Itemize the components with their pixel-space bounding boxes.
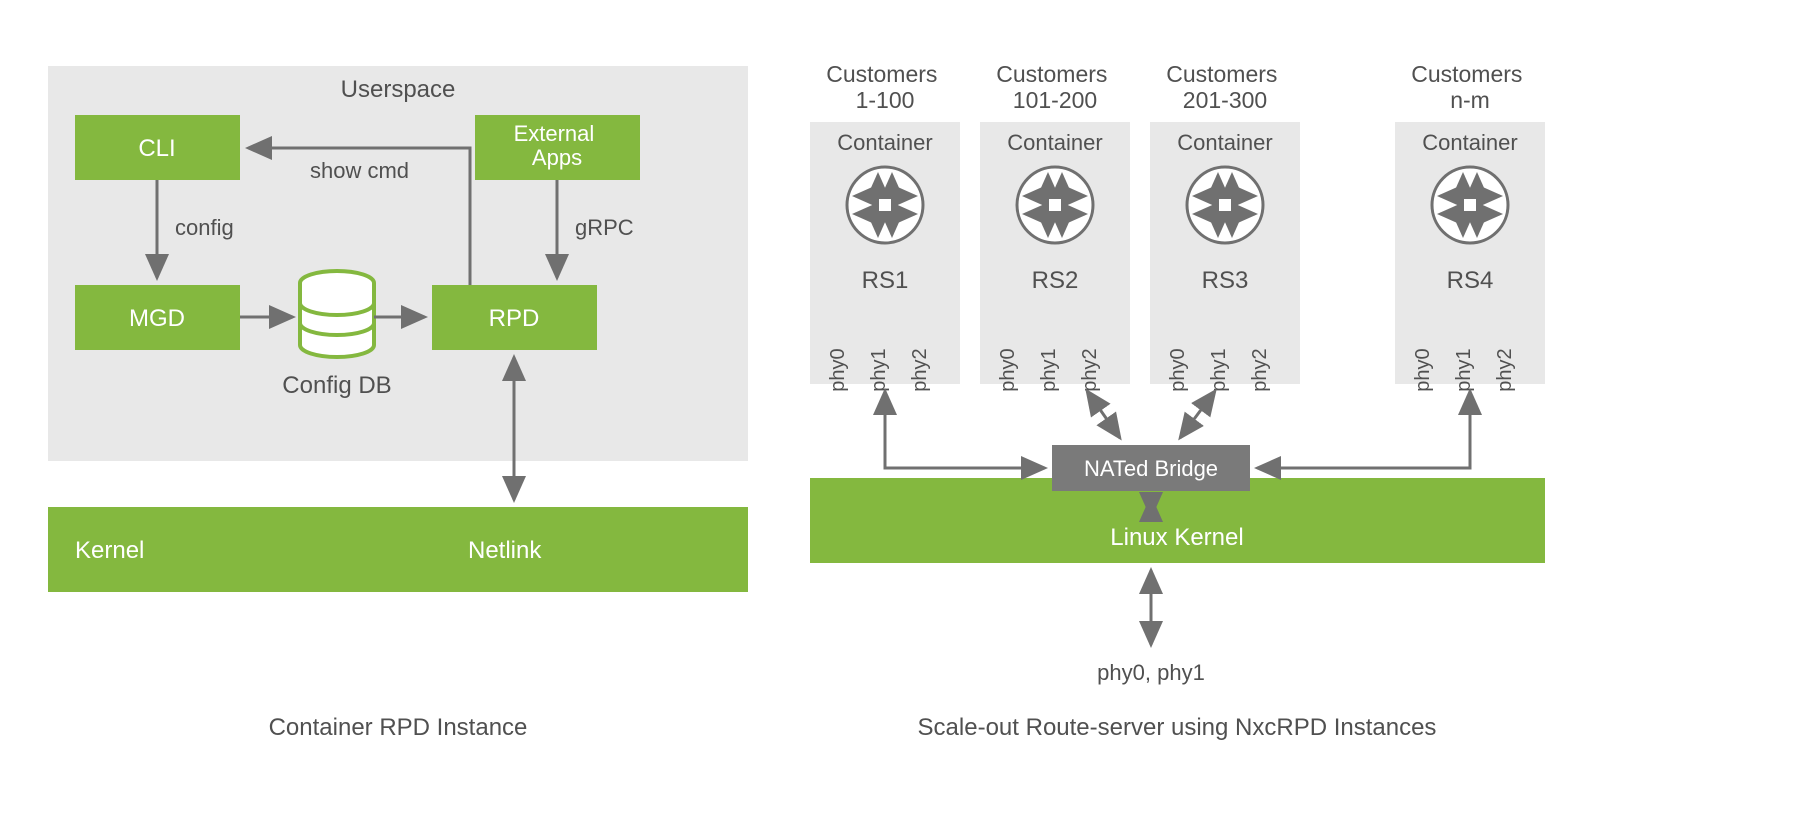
container-3: Customers 201-300 Container RS3 phy0 phy… — [1150, 61, 1300, 392]
arrow-c3-nated — [1180, 391, 1215, 438]
arrow-c4-nated — [1257, 391, 1470, 468]
netlink-label: Netlink — [468, 537, 542, 564]
svg-text:phy1: phy1 — [1038, 348, 1060, 391]
linux-kernel-label: Linux Kernel — [1110, 524, 1243, 551]
svg-text:phy0: phy0 — [827, 348, 849, 391]
svg-text:phy0: phy0 — [1167, 348, 1189, 391]
router-icon — [1187, 167, 1263, 243]
rpd-label: RPD — [489, 305, 540, 332]
router-icon — [1017, 167, 1093, 243]
svg-text:Container: Container — [1177, 130, 1272, 155]
svg-text:phy2: phy2 — [1494, 348, 1516, 391]
left-diagram: Userspace CLI External Apps MGD RPD Conf… — [48, 66, 748, 741]
showcmd-label: show cmd — [310, 158, 409, 183]
container-2: Customers 101-200 Container RS2 phy0 phy… — [980, 61, 1130, 392]
svg-text:RS1: RS1 — [862, 267, 909, 294]
svg-text:RS4: RS4 — [1447, 267, 1494, 294]
config-db-icon — [300, 271, 374, 357]
svg-text:Container: Container — [837, 130, 932, 155]
kernel-label: Kernel — [75, 537, 144, 564]
router-icon — [847, 167, 923, 243]
arrow-c2-nated — [1087, 391, 1120, 438]
container-4: Customers n-m Container RS4 phy0 phy1 ph… — [1395, 61, 1545, 392]
arrow-c1-nated — [885, 391, 1045, 468]
svg-text:Customers 201-300: Customers 201-300 — [1166, 61, 1284, 113]
mgd-label: MGD — [129, 305, 185, 332]
nated-bridge-label: NATed Bridge — [1084, 456, 1218, 481]
svg-text:phy1: phy1 — [1208, 348, 1230, 391]
svg-text:phy2: phy2 — [909, 348, 931, 391]
router-icon — [1432, 167, 1508, 243]
svg-text:phy0: phy0 — [1412, 348, 1434, 391]
svg-text:RS2: RS2 — [1032, 267, 1079, 294]
svg-text:Customers n-m: Customers n-m — [1411, 61, 1529, 113]
grpc-label: gRPC — [575, 215, 634, 240]
right-diagram: Linux Kernel Customers 1-100 Container R… — [810, 61, 1545, 741]
svg-text:Customers 101-200: Customers 101-200 — [996, 61, 1114, 113]
container-1: Customers 1-100 Container RS1 phy0 phy1 … — [810, 61, 960, 392]
svg-text:Container: Container — [1007, 130, 1102, 155]
svg-text:phy2: phy2 — [1079, 348, 1101, 391]
left-caption: Container RPD Instance — [269, 714, 528, 741]
svg-text:phy1: phy1 — [1453, 348, 1475, 391]
right-caption: Scale-out Route-server using NxcRPD Inst… — [918, 714, 1437, 741]
bottom-phy-label: phy0, phy1 — [1097, 660, 1205, 685]
kernel-box — [48, 507, 748, 592]
svg-text:phy2: phy2 — [1249, 348, 1271, 391]
config-label: config — [175, 215, 234, 240]
svg-text:phy0: phy0 — [997, 348, 1019, 391]
svg-text:phy1: phy1 — [868, 348, 890, 391]
svg-text:Container: Container — [1422, 130, 1517, 155]
userspace-label: Userspace — [341, 76, 456, 103]
svg-text:Customers 1-100: Customers 1-100 — [826, 61, 944, 113]
cli-label: CLI — [138, 135, 175, 162]
config-db-label: Config DB — [282, 372, 391, 399]
svg-text:RS3: RS3 — [1202, 267, 1249, 294]
